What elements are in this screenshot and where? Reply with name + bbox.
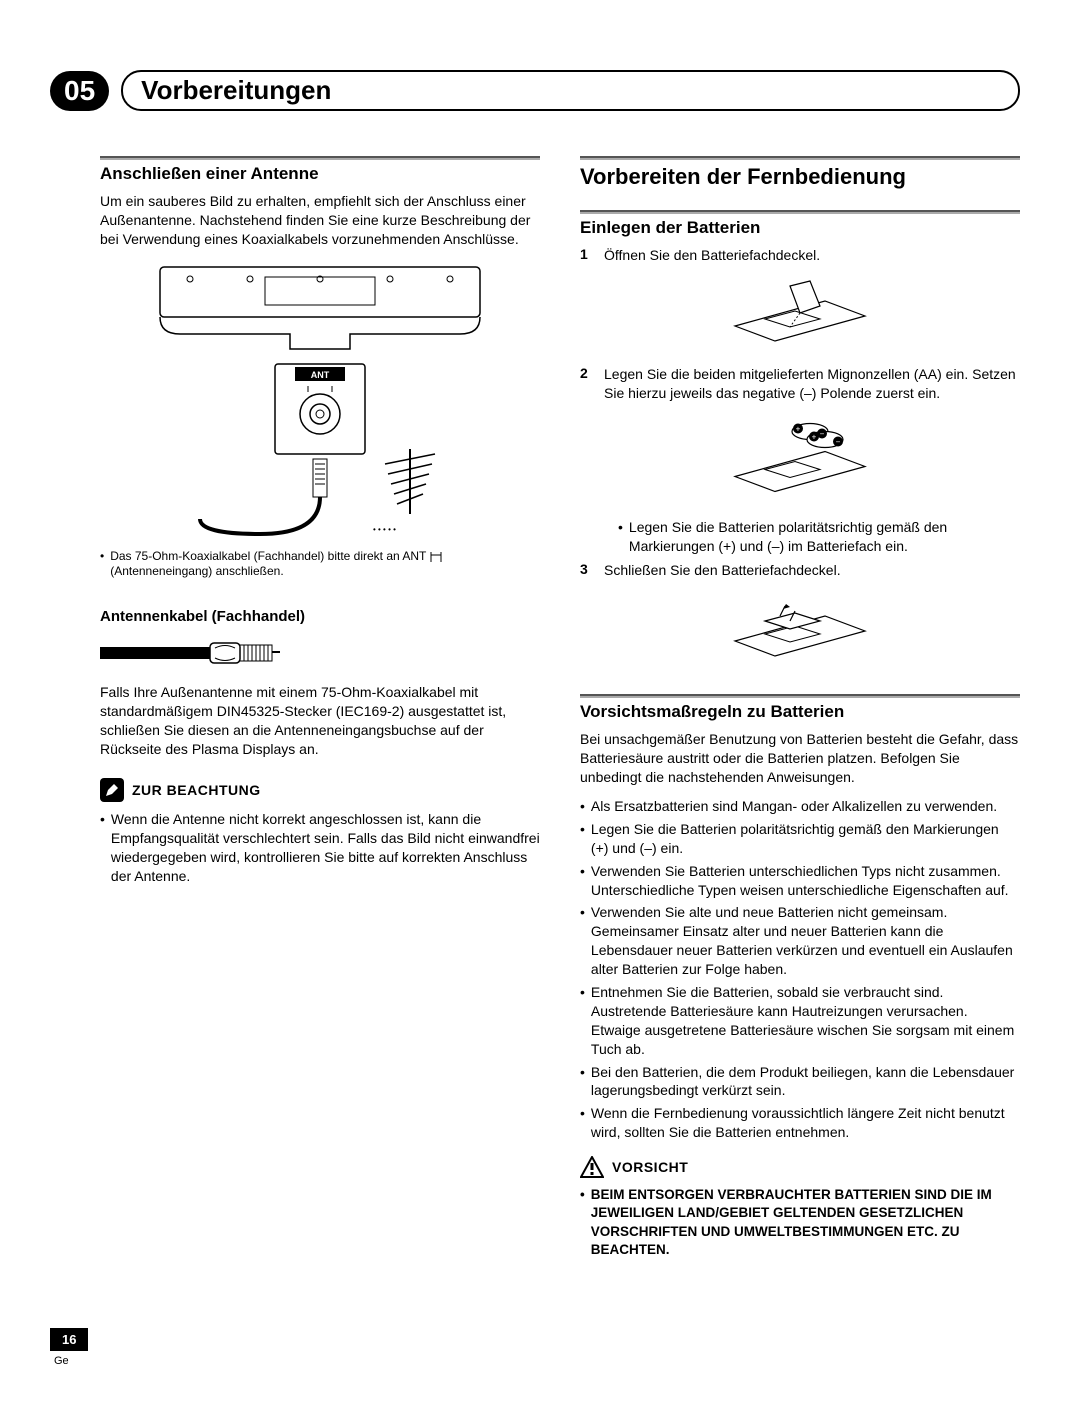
left-column: Anschließen einer Antenne Um ein saubere… (50, 156, 540, 1259)
step-number: 2 (580, 365, 592, 403)
coax-note-text: Das 75-Ohm-Koaxialkabel (Fachhandel) bit… (110, 549, 426, 563)
page-footer: 16 Ge (50, 1328, 88, 1367)
remote-close-diagram (720, 586, 880, 666)
section-divider (580, 210, 1020, 214)
caution-bullet: • Als Ersatzbatterien sind Mangan- oder A… (580, 797, 1020, 816)
chapter-title: Vorbereitungen (121, 70, 1020, 111)
svg-text:−: − (820, 429, 825, 438)
caution-bullet-text: Bei den Batterien, die dem Produkt beili… (591, 1063, 1020, 1101)
coax-note-cont: (Antenneneingang) anschließen. (110, 564, 283, 578)
remote-batteries-diagram: + − + − (720, 409, 880, 504)
caution-bullet: •Wenn die Fernbedienung voraussichtlich … (580, 1104, 1020, 1142)
note-header: ZUR BEACHTUNG (100, 778, 540, 802)
bullet-dot: • (618, 518, 623, 556)
svg-text:−: − (836, 437, 841, 446)
step-2-text: Legen Sie die beiden mitgelieferten Mign… (604, 365, 1020, 403)
step-number: 1 (580, 246, 592, 265)
antenna-symbol-icon (429, 551, 443, 563)
coax-note: • Das 75-Ohm-Koaxialkabel (Fachhandel) b… (100, 549, 540, 580)
bullet-dot: • (580, 1063, 585, 1101)
page-language: Ge (54, 1355, 88, 1367)
page-number: 16 (50, 1328, 88, 1351)
note-bullet-item: • Wenn die Antenne nicht korrekt angesch… (100, 810, 540, 886)
content-columns: Anschließen einer Antenne Um ein saubere… (50, 156, 1020, 1259)
step-3: 3 Schließen Sie den Batteriefachdeckel. (580, 561, 1020, 580)
step-number: 3 (580, 561, 592, 580)
note-label: ZUR BEACHTUNG (132, 782, 261, 798)
bullet-dot: • (580, 820, 585, 858)
caution-bullet-text: Entnehmen Sie die Batterien, sobald sie … (591, 983, 1020, 1059)
remote-open-diagram (720, 271, 880, 351)
step-2-bullet-text: Legen Sie die Batterien polaritätsrichti… (629, 518, 1020, 556)
caution-bullet: •Verwenden Sie Batterien unterschiedlich… (580, 862, 1020, 900)
battery-caution-intro: Bei unsachgemäßer Benutzung von Batterie… (580, 730, 1020, 787)
caution-bullet: •Legen Sie die Batterien polaritätsricht… (580, 820, 1020, 858)
step-1-text: Öffnen Sie den Batteriefachdeckel. (604, 246, 1020, 265)
step-3-text: Schließen Sie den Batteriefachdeckel. (604, 561, 1020, 580)
step-2-bullet: • Legen Sie die Batterien polaritätsrich… (608, 518, 1020, 556)
svg-text:• • • • •: • • • • • (373, 525, 396, 534)
section-divider (100, 156, 540, 160)
caution-header: VORSICHT (580, 1156, 1020, 1178)
note-box: ZUR BEACHTUNG • Wenn die Antenne nicht k… (100, 778, 540, 886)
caution-disposal-text: • BEIM ENTSORGEN VERBRAUCHTER BATTERIEN … (580, 1186, 1020, 1259)
antenna-connection-diagram: ANT • • • • • (100, 259, 540, 539)
section-divider (580, 156, 1020, 160)
bullet-dot: • (580, 797, 585, 816)
caution-label: VORSICHT (612, 1159, 688, 1175)
antenna-cable-text: Falls Ihre Außenantenne mit einem 75-Ohm… (100, 683, 540, 759)
svg-text:+: + (796, 424, 801, 433)
bullet-dot: • (580, 903, 585, 979)
cable-diagram (100, 633, 280, 673)
step-1: 1 Öffnen Sie den Batteriefachdeckel. (580, 246, 1020, 265)
caution-bullet-text: Verwenden Sie alte und neue Batterien ni… (591, 903, 1020, 979)
bullet-dot: • (100, 549, 104, 580)
svg-text:+: + (812, 432, 817, 441)
note-bullet-text: Wenn die Antenne nicht korrekt angeschlo… (111, 810, 540, 886)
bullet-dot: • (580, 1104, 585, 1142)
bullet-dot: • (580, 862, 585, 900)
chapter-number-badge: 05 (50, 71, 109, 111)
antenna-heading: Anschließen einer Antenne (100, 164, 540, 184)
caution-bullet-text: Wenn die Fernbedienung voraussichtlich l… (591, 1104, 1020, 1142)
remote-main-heading: Vorbereiten der Fernbedienung (580, 164, 1020, 190)
cable-subheading: Antennenkabel (Fachhandel) (100, 608, 540, 625)
warning-triangle-icon (580, 1156, 604, 1178)
caution-bullet: •Entnehmen Sie die Batterien, sobald sie… (580, 983, 1020, 1059)
chapter-header: 05 Vorbereitungen (50, 70, 1020, 111)
caution-bullet-text: Legen Sie die Batterien polaritätsrichti… (591, 820, 1020, 858)
caution-disposal-content: BEIM ENTSORGEN VERBRAUCHTER BATTERIEN SI… (591, 1186, 1020, 1259)
battery-insert-heading: Einlegen der Batterien (580, 218, 1020, 238)
section-divider (580, 694, 1020, 698)
step-2: 2 Legen Sie die beiden mitgelieferten Mi… (580, 365, 1020, 403)
bullet-dot: • (100, 810, 105, 886)
caution-bullet-text: Als Ersatzbatterien sind Mangan- oder Al… (591, 797, 997, 816)
caution-bullet: •Bei den Batterien, die dem Produkt beil… (580, 1063, 1020, 1101)
battery-caution-heading: Vorsichtsmaßregeln zu Batterien (580, 702, 1020, 722)
right-column: Vorbereiten der Fernbedienung Einlegen d… (580, 156, 1020, 1259)
antenna-intro-text: Um ein sauberes Bild zu erhalten, empfie… (100, 192, 540, 249)
bullet-dot: • (580, 1186, 585, 1259)
caution-bullet: •Verwenden Sie alte und neue Batterien n… (580, 903, 1020, 979)
note-pencil-icon (100, 778, 124, 802)
bullet-dot: • (580, 983, 585, 1059)
ant-label: ANT (311, 370, 330, 380)
caution-bullet-text: Verwenden Sie Batterien unterschiedliche… (591, 862, 1020, 900)
